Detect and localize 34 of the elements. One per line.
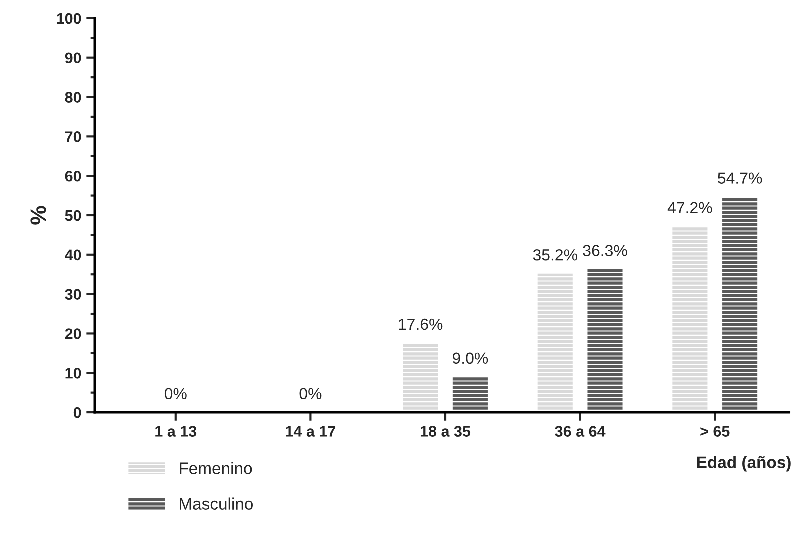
legend-label: Masculino (180, 498, 254, 510)
data-label: 9.0% (452, 352, 488, 364)
y-tick-label: 70 (65, 132, 82, 142)
y-tick-label: 80 (65, 92, 82, 103)
data-label: 35.2% (533, 250, 578, 261)
y-tick-label: 50 (65, 210, 82, 222)
data-label: 0% (300, 388, 322, 400)
bar (452, 377, 488, 413)
y-axis-title: % (30, 206, 46, 225)
legend-label: Femenino (180, 462, 252, 474)
x-tick-label: 18 a 35 (420, 426, 471, 437)
y-tick-label: 20 (65, 328, 82, 340)
bar (403, 343, 438, 413)
x-tick-label: 36 a 64 (555, 426, 606, 437)
y-tick-label: 90 (65, 52, 82, 64)
y-tick-label: 60 (65, 170, 82, 182)
data-label: 47.2% (668, 202, 712, 214)
bar (588, 269, 623, 413)
data-label: 17.6% (399, 318, 443, 330)
x-tick-label: 14 a 17 (286, 426, 336, 437)
y-tick-label: 30 (65, 289, 82, 300)
bar (538, 274, 573, 413)
y-tick-label: 0 (74, 407, 82, 418)
x-tick-label: > 65 (700, 426, 730, 437)
bar (672, 226, 708, 413)
y-tick-label: 10 (66, 368, 82, 379)
y-tick-label: 100 (57, 13, 82, 24)
data-label: 0% (164, 388, 187, 400)
bar (722, 196, 758, 413)
data-label: 36.3% (583, 245, 628, 256)
x-axis-title: Edad (años) (697, 456, 791, 472)
x-tick-label: 1 a 13 (156, 426, 197, 437)
y-tick-label: 40 (65, 250, 82, 261)
data-label: 54.7% (718, 172, 762, 184)
